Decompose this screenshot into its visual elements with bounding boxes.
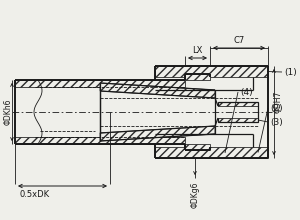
Text: (3): (3)	[270, 117, 283, 126]
Bar	[185, 144, 210, 150]
Bar	[218, 102, 258, 106]
Text: C7: C7	[233, 36, 244, 45]
Text: (2): (2)	[270, 103, 283, 112]
Polygon shape	[100, 83, 215, 98]
Bar	[185, 74, 210, 80]
Text: (4): (4)	[240, 88, 253, 97]
Text: LX: LX	[192, 46, 203, 55]
Text: ΦDH7: ΦDH7	[274, 91, 283, 113]
Bar	[15, 137, 185, 144]
Bar	[155, 147, 268, 158]
Text: (1): (1)	[284, 68, 297, 77]
Bar	[15, 80, 185, 87]
Polygon shape	[100, 126, 215, 141]
Text: ΦDKg6: ΦDKg6	[190, 181, 200, 207]
Text: ΦDKh6: ΦDKh6	[4, 99, 13, 125]
Bar	[218, 118, 258, 122]
Text: 0.5xDK: 0.5xDK	[20, 190, 50, 199]
Bar	[155, 66, 268, 77]
